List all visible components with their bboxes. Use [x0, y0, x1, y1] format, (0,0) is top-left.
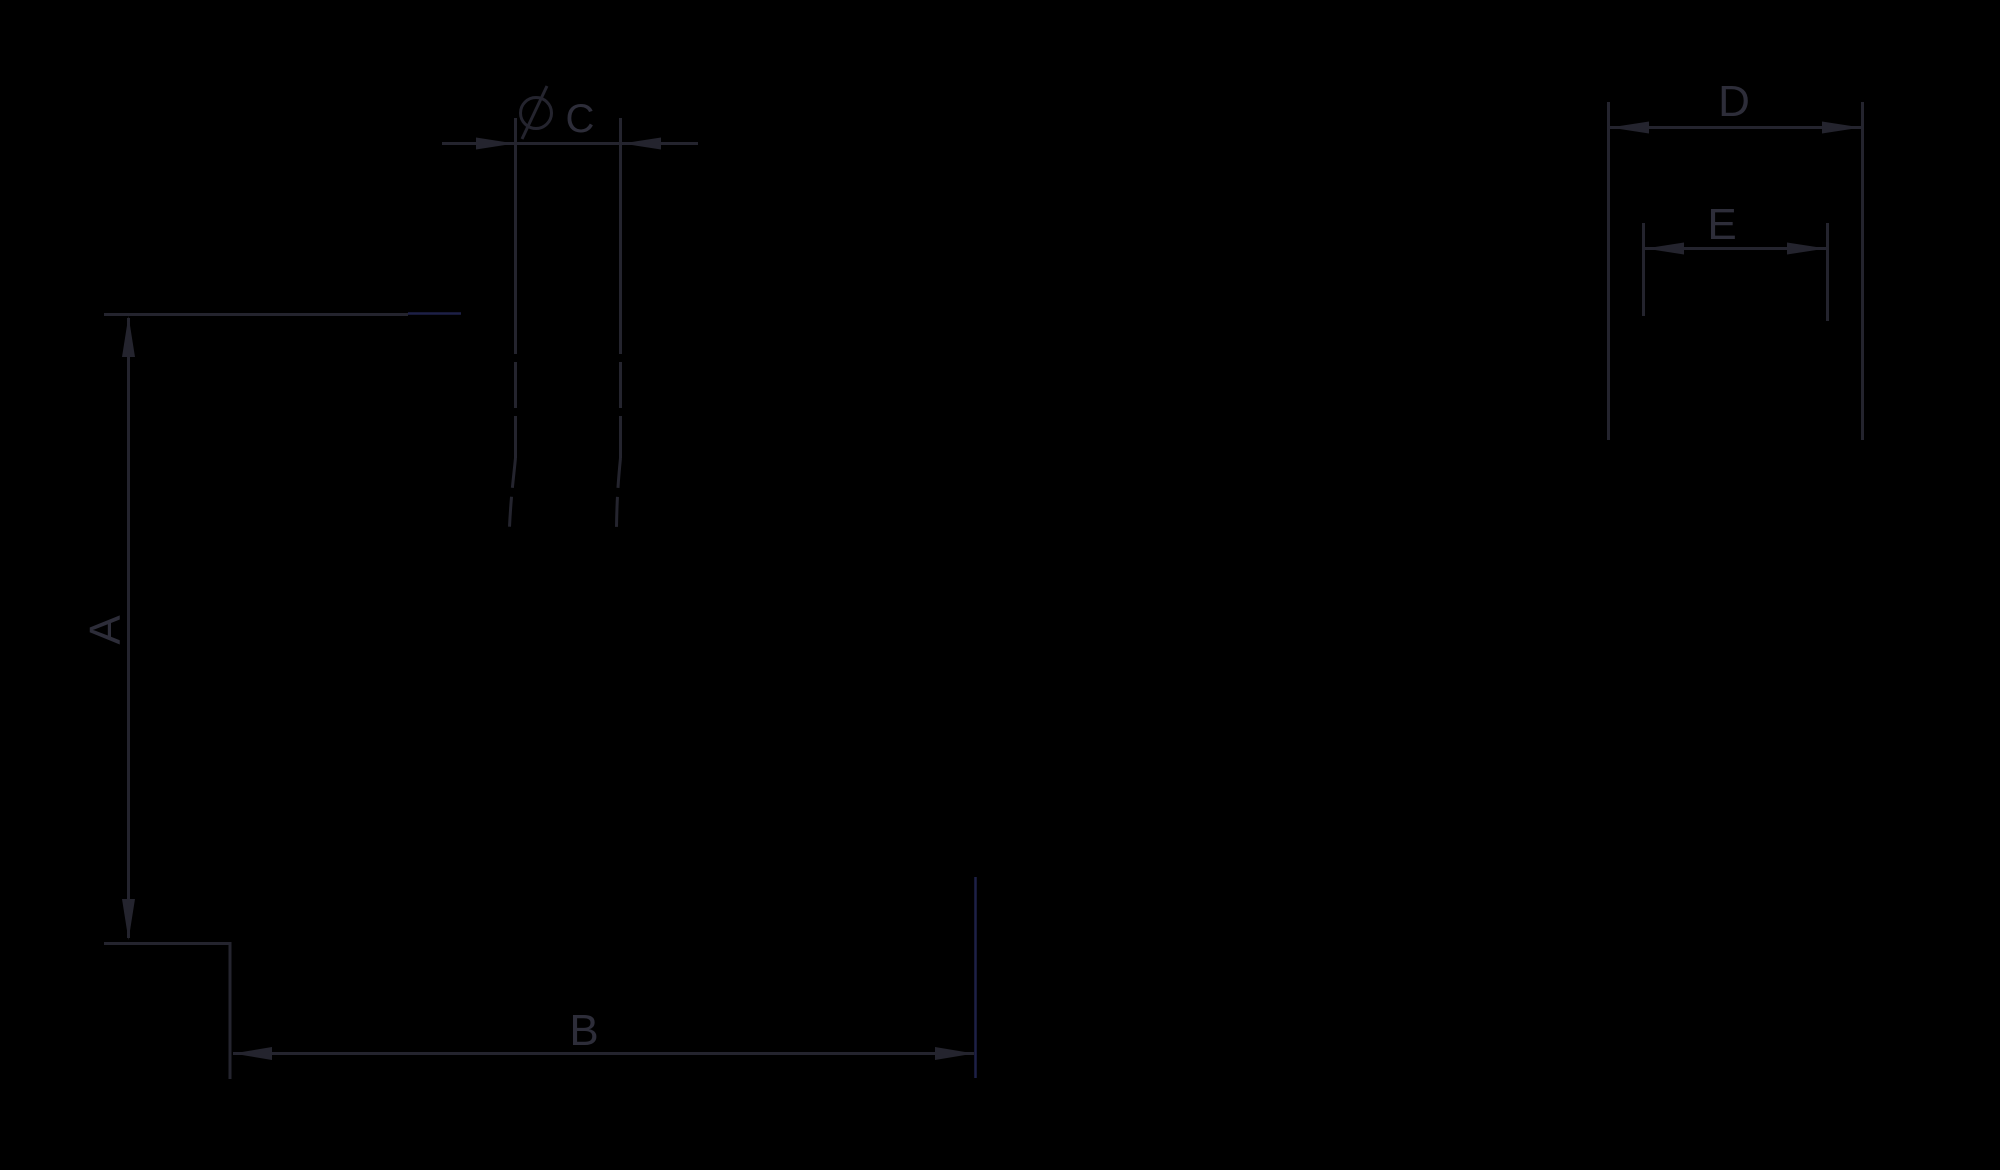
- dim-label-b: B: [569, 1006, 599, 1055]
- dim-e-arrow-left-icon: [1645, 242, 1684, 255]
- dim-d-arrow-right-icon: [1822, 121, 1861, 134]
- dim-e-arrow-right-icon: [1787, 242, 1826, 255]
- dim-c-arrow-right-icon: [476, 137, 515, 150]
- dim-a-arrow-up-icon: [122, 316, 135, 357]
- dim-a-arrow-down-icon: [122, 899, 135, 940]
- hole-edge-right-tail: [615, 457, 622, 528]
- dim-d-arrow-left-icon: [1610, 121, 1649, 134]
- dim-c-arrow-left-icon: [622, 137, 661, 150]
- dim-label-d: D: [1718, 77, 1750, 126]
- dim-b-arrow-left-icon: [233, 1047, 272, 1060]
- dim-b-arrow-right-icon: [935, 1047, 974, 1060]
- hole-edge-left-tail: [508, 457, 517, 528]
- diameter-icon: [519, 85, 553, 140]
- dim-label-c: C: [565, 97, 595, 141]
- dim-label-a: A: [81, 615, 130, 645]
- dim-label-e: E: [1707, 200, 1737, 249]
